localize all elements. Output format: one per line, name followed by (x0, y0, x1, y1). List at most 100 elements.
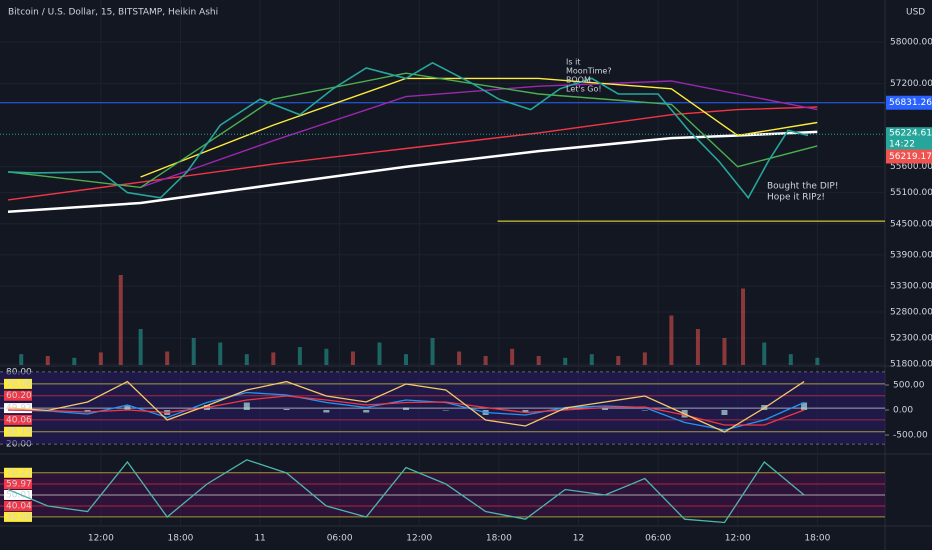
level-tag-label: 59.97 (6, 480, 32, 490)
stochastic-line (7, 459, 805, 524)
level-tag (4, 378, 32, 389)
level-tag (4, 426, 32, 437)
annotation: Let's Go! (566, 85, 602, 94)
price-tag (886, 127, 932, 152)
histogram-bar (641, 410, 648, 411)
histogram-bar (721, 410, 728, 415)
moving-average (140, 77, 818, 178)
volume-bar (457, 351, 462, 365)
volume-bar (536, 356, 541, 365)
annotation: Bought the DIP! (767, 182, 838, 192)
moving-average (140, 80, 818, 189)
y-tick-label: 53300.00 (890, 282, 932, 292)
level-tag (4, 489, 32, 500)
histogram-bar (283, 409, 290, 410)
chart-title: Bitcoin / U.S. Dollar, 15, BITSTAMP, Hei… (8, 8, 218, 18)
osc-tick-label: 0.00 (893, 406, 913, 416)
y-tick-label: 55100.00 (890, 188, 932, 198)
volume-bar (191, 338, 196, 365)
histogram-bar (243, 402, 250, 410)
annotation: Is it (566, 58, 580, 67)
volume-bar (297, 347, 302, 365)
volume-bar (510, 348, 515, 365)
osc-tick-label: 20.00 (6, 439, 32, 449)
x-tick-label: 12:00 (406, 534, 432, 544)
volume-bar (72, 357, 77, 365)
volume-bar (404, 354, 409, 365)
level-tag-label: 40.04 (6, 501, 32, 511)
level-tag (4, 467, 32, 478)
level-tag-label: 60.20 (6, 391, 32, 401)
volume-bar (563, 357, 568, 365)
level-tag-label: 70.06 (6, 379, 32, 389)
level-tag (4, 390, 32, 401)
level-tag (4, 511, 32, 522)
macd-line (7, 391, 805, 431)
volume-bar (45, 356, 50, 365)
histogram-bar (323, 410, 330, 413)
volume-bar (324, 348, 329, 365)
volume-bar (138, 329, 143, 365)
x-tick-label: 06:00 (327, 534, 353, 544)
level-tag (4, 500, 32, 511)
level-tag-label: 30.19 (6, 427, 32, 437)
level-tag (4, 479, 32, 490)
x-tick-label: 06:00 (645, 534, 671, 544)
annotation: Hope it RIPz! (767, 193, 825, 203)
annotation: BOOM (566, 76, 591, 85)
volume-bar (350, 351, 355, 365)
annotation: MoonTime? (566, 67, 612, 76)
signal-line (7, 395, 805, 426)
y-tick-label: 52800.00 (890, 308, 932, 318)
histogram-bar (403, 407, 410, 410)
level-tag (4, 414, 32, 425)
price-tag-label: 56831.26 (889, 98, 932, 108)
volume-bar (669, 315, 674, 365)
price-tag-label: 56219.17 (889, 152, 932, 162)
y-tick-label: 51800.00 (890, 359, 932, 369)
x-tick-label: 12:00 (725, 534, 751, 544)
histogram-bar (442, 410, 449, 411)
x-tick-label: 18:00 (167, 534, 193, 544)
volume-bar (589, 354, 594, 365)
countdown: 14:22 (889, 140, 915, 150)
volume-bar (377, 342, 382, 365)
volume-bar (118, 275, 123, 365)
price-tag (886, 95, 932, 110)
volume-bar (165, 351, 170, 365)
histogram-bar (522, 410, 529, 413)
y-tick-label: 55600.00 (890, 162, 932, 172)
osc-tick-label: -500.00 (893, 431, 928, 441)
volume-bar (218, 342, 223, 365)
histogram-bar (363, 410, 370, 413)
level-tag-label: 70.21 (6, 468, 32, 478)
volume-bar (695, 329, 700, 365)
x-tick-label: 18:00 (486, 534, 512, 544)
rsi-line (7, 380, 805, 433)
histogram-bar (801, 402, 808, 410)
volume-bar (271, 352, 276, 365)
histogram-bar (562, 407, 569, 410)
x-tick-label: 12:00 (88, 534, 114, 544)
price-tag-label: 56224.61 (889, 129, 932, 139)
y-tick-label: 58000.00 (890, 38, 932, 48)
volume-bar (430, 338, 435, 365)
volume-bar (815, 357, 820, 365)
level-tag-label: 50.01 (6, 490, 32, 500)
x-tick-label: 18:00 (804, 534, 830, 544)
volume-bar (642, 352, 647, 365)
y-tick-label: 52300.00 (890, 334, 932, 344)
histogram-bar (602, 408, 609, 410)
osc-tick-label: 500.00 (893, 381, 925, 391)
volume-bar (762, 342, 767, 365)
volume-bar (741, 288, 746, 365)
volume-bar (483, 356, 488, 365)
volume-bar (722, 338, 727, 365)
level-tag-label: 30.08 (6, 512, 32, 522)
volume-bar (788, 354, 793, 365)
volume-bar (244, 354, 249, 365)
histogram-bar (124, 405, 131, 410)
currency: USD (906, 8, 925, 18)
x-tick-label: 12 (573, 534, 584, 544)
